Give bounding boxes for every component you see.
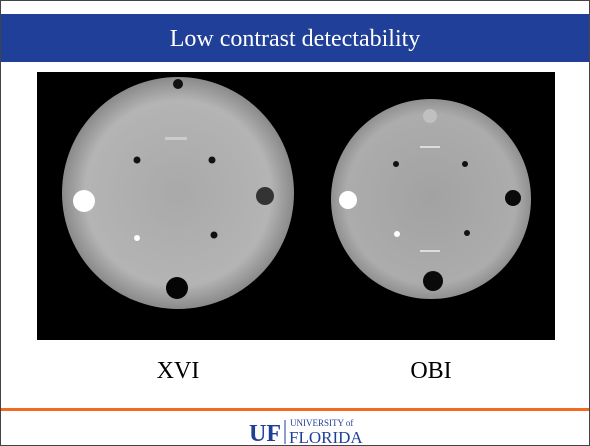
obi-phantom [331,99,531,299]
xvi-phantom [62,77,294,309]
logo-top: UNIVERSITY of [290,418,353,428]
footer-rule [1,408,589,411]
logo-mark: UF [249,421,281,446]
logo-bottom: FLORIDA [289,428,363,446]
image-label: OBI [410,358,451,384]
title: Low contrast detectability [170,26,421,52]
image-label: XVI [157,358,200,384]
title-bar [1,14,589,62]
